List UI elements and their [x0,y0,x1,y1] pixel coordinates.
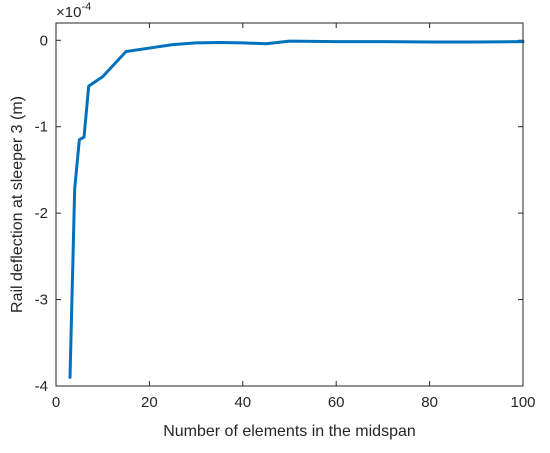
x-tick-label: 60 [328,394,345,411]
x-tick-label: 100 [510,394,535,411]
series-layer [68,39,525,379]
x-tick-label: 20 [141,394,158,411]
x-axis-label: Number of elements in the midspan [163,423,416,440]
x-tick-label: 80 [421,394,438,411]
x-tick-label: 0 [52,394,60,411]
exponent-power: -4 [81,1,91,13]
y-tick-label: -3 [35,292,48,309]
y-tick-label: 0 [40,32,48,49]
y-tick-label: -1 [35,119,48,136]
y-exponent-label: ×10-4 [56,1,91,21]
plot-frame [55,22,524,387]
exponent-base: ×10 [56,4,81,21]
ticks-layer: 0 20 40 60 80 100 -4 -3 -2 -1 0 [35,23,536,411]
y-tick-label: -4 [35,378,48,395]
y-tick-label: -2 [35,205,48,222]
x-tick-label: 40 [234,394,251,411]
y-axis-label: Rail deflection at sleeper 3 (m) [9,96,26,313]
series-line [68,39,525,379]
